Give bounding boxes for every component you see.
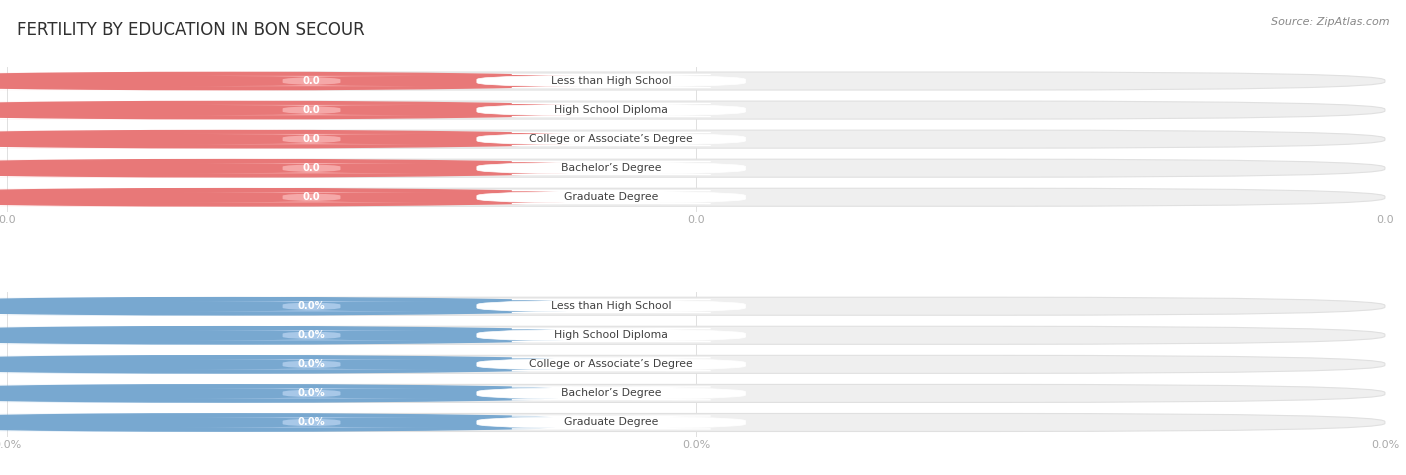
FancyBboxPatch shape: [477, 300, 745, 313]
FancyBboxPatch shape: [477, 191, 745, 204]
FancyBboxPatch shape: [477, 329, 745, 342]
Text: Less than High School: Less than High School: [551, 301, 672, 311]
FancyBboxPatch shape: [167, 301, 456, 312]
Text: High School Diploma: High School Diploma: [554, 330, 668, 340]
FancyBboxPatch shape: [167, 417, 456, 428]
FancyBboxPatch shape: [7, 384, 1385, 402]
FancyBboxPatch shape: [167, 359, 456, 370]
FancyBboxPatch shape: [477, 162, 745, 175]
Text: Less than High School: Less than High School: [551, 76, 672, 86]
Circle shape: [0, 356, 643, 373]
FancyBboxPatch shape: [167, 330, 456, 341]
Text: College or Associate’s Degree: College or Associate’s Degree: [529, 134, 693, 144]
FancyBboxPatch shape: [0, 297, 391, 315]
FancyBboxPatch shape: [167, 388, 456, 399]
FancyBboxPatch shape: [0, 130, 391, 148]
Text: Source: ZipAtlas.com: Source: ZipAtlas.com: [1271, 17, 1389, 27]
Text: 0.0%: 0.0%: [298, 418, 325, 428]
Text: Bachelor’s Degree: Bachelor’s Degree: [561, 389, 661, 399]
FancyBboxPatch shape: [7, 188, 1385, 206]
Circle shape: [0, 189, 643, 206]
FancyBboxPatch shape: [0, 413, 391, 431]
FancyBboxPatch shape: [0, 384, 391, 402]
Circle shape: [0, 102, 643, 119]
Circle shape: [0, 327, 643, 344]
Text: FERTILITY BY EDUCATION IN BON SECOUR: FERTILITY BY EDUCATION IN BON SECOUR: [17, 21, 364, 39]
Text: 0.0: 0.0: [302, 105, 321, 115]
Circle shape: [0, 72, 643, 90]
Text: 0.0%: 0.0%: [298, 389, 325, 399]
FancyBboxPatch shape: [477, 104, 745, 116]
FancyBboxPatch shape: [167, 163, 456, 173]
FancyBboxPatch shape: [7, 130, 1385, 148]
Text: 0.0: 0.0: [302, 76, 321, 86]
FancyBboxPatch shape: [7, 101, 1385, 119]
FancyBboxPatch shape: [167, 105, 456, 115]
FancyBboxPatch shape: [0, 101, 391, 119]
Text: 0.0%: 0.0%: [298, 330, 325, 340]
FancyBboxPatch shape: [167, 134, 456, 144]
Circle shape: [0, 414, 643, 431]
FancyBboxPatch shape: [7, 72, 1385, 90]
FancyBboxPatch shape: [0, 188, 391, 206]
Circle shape: [0, 385, 643, 402]
Text: Bachelor’s Degree: Bachelor’s Degree: [561, 163, 661, 173]
FancyBboxPatch shape: [0, 355, 391, 373]
FancyBboxPatch shape: [477, 75, 745, 87]
Text: 0.0%: 0.0%: [298, 301, 325, 311]
FancyBboxPatch shape: [7, 326, 1385, 344]
FancyBboxPatch shape: [0, 72, 391, 90]
FancyBboxPatch shape: [477, 416, 745, 429]
Text: 0.0: 0.0: [302, 192, 321, 202]
FancyBboxPatch shape: [167, 76, 456, 86]
FancyBboxPatch shape: [167, 192, 456, 202]
FancyBboxPatch shape: [477, 133, 745, 146]
Circle shape: [0, 297, 643, 315]
Text: Graduate Degree: Graduate Degree: [564, 418, 658, 428]
Text: Graduate Degree: Graduate Degree: [564, 192, 658, 202]
FancyBboxPatch shape: [7, 159, 1385, 177]
Text: 0.0: 0.0: [302, 134, 321, 144]
Text: 0.0%: 0.0%: [298, 360, 325, 370]
Circle shape: [0, 160, 643, 177]
FancyBboxPatch shape: [7, 297, 1385, 315]
Text: College or Associate’s Degree: College or Associate’s Degree: [529, 360, 693, 370]
Circle shape: [0, 131, 643, 148]
FancyBboxPatch shape: [7, 355, 1385, 373]
FancyBboxPatch shape: [0, 159, 391, 177]
Text: 0.0: 0.0: [302, 163, 321, 173]
FancyBboxPatch shape: [7, 413, 1385, 431]
FancyBboxPatch shape: [0, 326, 391, 344]
Text: High School Diploma: High School Diploma: [554, 105, 668, 115]
FancyBboxPatch shape: [477, 387, 745, 400]
FancyBboxPatch shape: [477, 358, 745, 371]
